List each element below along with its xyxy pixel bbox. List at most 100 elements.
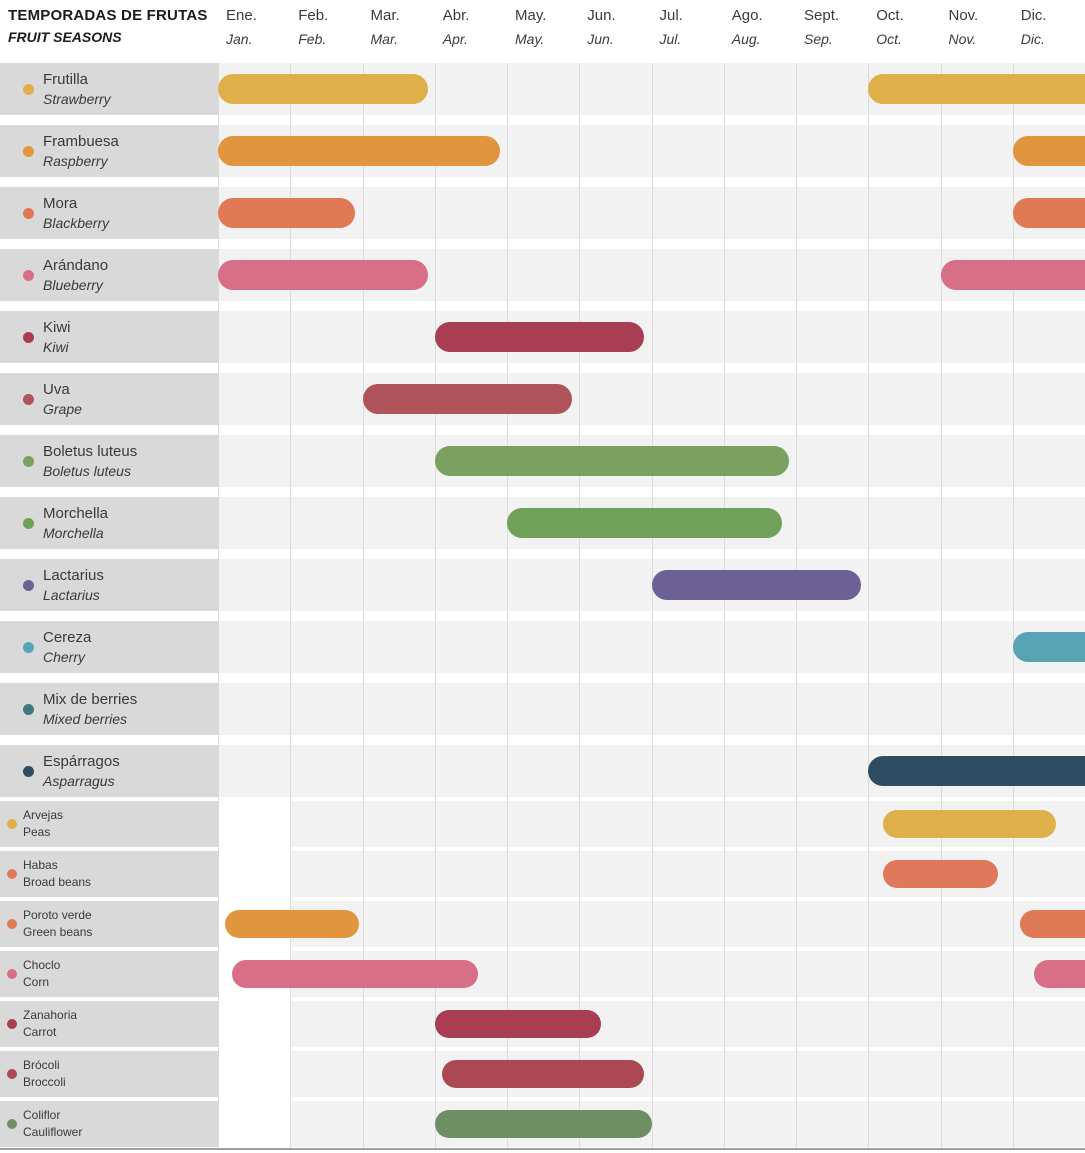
month-name-en: Feb.: [298, 31, 327, 47]
chart-row-mixed-berries: Mix de berries Mixed berries: [0, 683, 1085, 735]
month-label: Nov. Nov.: [949, 7, 979, 47]
chart-row-asparragus: Espárragos Asparragus: [0, 745, 1085, 797]
row-bars: [218, 435, 1085, 487]
row-bars: [218, 497, 1085, 549]
gridline: [796, 63, 797, 1148]
title-es: TEMPORADAS DE FRUTAS: [8, 7, 208, 24]
month-name-es: Oct.: [876, 7, 904, 24]
row-bars: [218, 801, 1085, 847]
row-label-text: Poroto verde Green beans: [23, 908, 92, 940]
month-label: Oct. Oct.: [876, 7, 904, 47]
month-name-en: Jan.: [226, 31, 253, 47]
row-label-text: Arvejas Peas: [23, 807, 64, 840]
row-name-es: Kiwi: [43, 318, 71, 336]
chart-row-strawberry: Frutilla Strawberry: [0, 63, 1085, 115]
row-label-boletus-luteus: Boletus luteus Boletus luteus: [0, 435, 218, 487]
month-name-es: Dic.: [1020, 7, 1047, 24]
row-label-text: Cereza Cherry: [43, 629, 91, 665]
row-label-morchella: Morchella Morchella: [0, 497, 218, 549]
mixed-berries-color-dot: [23, 703, 34, 715]
season-bar-raspberry: [218, 136, 500, 166]
month-name-en: Nov.: [948, 31, 977, 47]
row-label-grape: Uva Grape: [0, 373, 218, 425]
row-band: [218, 683, 1085, 735]
chart-row-lactarius: Lactarius Lactarius: [0, 559, 1085, 611]
row-bars: [218, 249, 1085, 301]
row-name-es: Frutilla: [43, 70, 89, 88]
row-label-text: Frambuesa Raspberry: [43, 133, 119, 169]
chart-row-cherry: Cereza Cherry: [0, 621, 1085, 673]
row-label-text: Mix de berries Mixed berries: [43, 691, 137, 727]
row-bars: [218, 1101, 1085, 1147]
season-bar-blueberry: [218, 260, 428, 290]
row-name-es: Mix de berries: [43, 690, 138, 708]
row-name-es: Zanahoria: [23, 1007, 78, 1022]
cherry-color-dot: [23, 641, 34, 653]
boletus-luteus-color-dot: [23, 455, 34, 467]
row-label-text: Coliflor Cauliflower: [23, 1107, 82, 1140]
row-name-en: Asparragus: [43, 773, 115, 790]
chart-row-broad-beans: Habas Broad beans: [0, 851, 1085, 897]
corn-color-dot: [7, 969, 17, 979]
row-bars: [218, 63, 1085, 115]
row-name-es: Cereza: [43, 628, 92, 646]
row-bars: [218, 683, 1085, 735]
month-name-en: Aug.: [731, 31, 761, 47]
month-name-es: May.: [515, 7, 547, 24]
season-bar-grape: [362, 384, 573, 414]
row-label-text: Boletus luteus Boletus luteus: [43, 443, 137, 479]
row-name-es: Brócoli: [23, 1057, 60, 1072]
season-bar-cauliflower: [434, 1110, 652, 1138]
row-label-text: Kiwi Kiwi: [43, 319, 71, 355]
month-label: Jun. Jun.: [587, 7, 615, 47]
month-name-es: Feb.: [298, 7, 329, 24]
row-name-en: Kiwi: [43, 339, 69, 356]
season-bar-cherry: [1012, 632, 1085, 662]
row-name-es: Arvejas: [23, 807, 64, 822]
month-name-es: Nov.: [948, 7, 979, 24]
row-name-es: Coliflor: [23, 1107, 61, 1122]
chart-row-peas: Arvejas Peas: [0, 801, 1085, 847]
row-label-text: Lactarius Lactarius: [43, 567, 104, 603]
row-name-es: Espárragos: [43, 752, 120, 770]
gridline: [652, 63, 653, 1148]
row-label-cherry: Cereza Cherry: [0, 621, 218, 673]
row-bars: [218, 851, 1085, 897]
row-name-en: Carrot: [23, 1024, 57, 1039]
row-name-es: Frambuesa: [43, 132, 119, 150]
chart-row-blueberry: Arándano Blueberry: [0, 249, 1085, 301]
row-band: [290, 1051, 1085, 1097]
season-bar-green-beans: [1019, 910, 1085, 938]
season-bar-strawberry: [868, 74, 1085, 104]
broad-beans-color-dot: [7, 869, 17, 879]
month-name-en: Jun.: [587, 31, 614, 47]
gridline: [435, 63, 436, 1148]
row-bars: [218, 559, 1085, 611]
month-name-es: Sept.: [804, 7, 840, 24]
season-bar-peas: [882, 810, 1057, 838]
asparragus-color-dot: [23, 765, 34, 777]
row-label-cauliflower: Coliflor Cauliflower: [0, 1101, 218, 1147]
row-label-broad-beans: Habas Broad beans: [0, 851, 218, 897]
title-en: FRUIT SEASONS: [8, 29, 122, 45]
blueberry-color-dot: [23, 269, 34, 281]
month-label: Ago. Aug.: [732, 7, 763, 47]
row-bars: [218, 951, 1085, 997]
chart-row-cauliflower: Coliflor Cauliflower: [0, 1101, 1085, 1147]
row-name-en: Broad beans: [23, 874, 92, 889]
month-name-en: May.: [515, 31, 545, 47]
row-label-text: Choclo Corn: [23, 958, 60, 990]
row-name-es: Boletus luteus: [43, 442, 138, 460]
month-name-en: Mar.: [370, 31, 398, 47]
month-name-en: Sep.: [804, 31, 833, 47]
chart-row-corn: Choclo Corn: [0, 951, 1085, 997]
row-label-green-beans: Poroto verde Green beans: [0, 901, 218, 947]
row-name-es: Arándano: [43, 256, 109, 274]
row-label-mixed-berries: Mix de berries Mixed berries: [0, 683, 218, 735]
month-name-es: Ene.: [226, 7, 257, 24]
row-name-en: Cherry: [43, 649, 86, 666]
row-name-es: Habas: [23, 857, 58, 872]
chart-row-morchella: Morchella Morchella: [0, 497, 1085, 549]
row-label-raspberry: Frambuesa Raspberry: [0, 125, 218, 177]
row-label-text: Espárragos Asparragus: [43, 753, 120, 789]
